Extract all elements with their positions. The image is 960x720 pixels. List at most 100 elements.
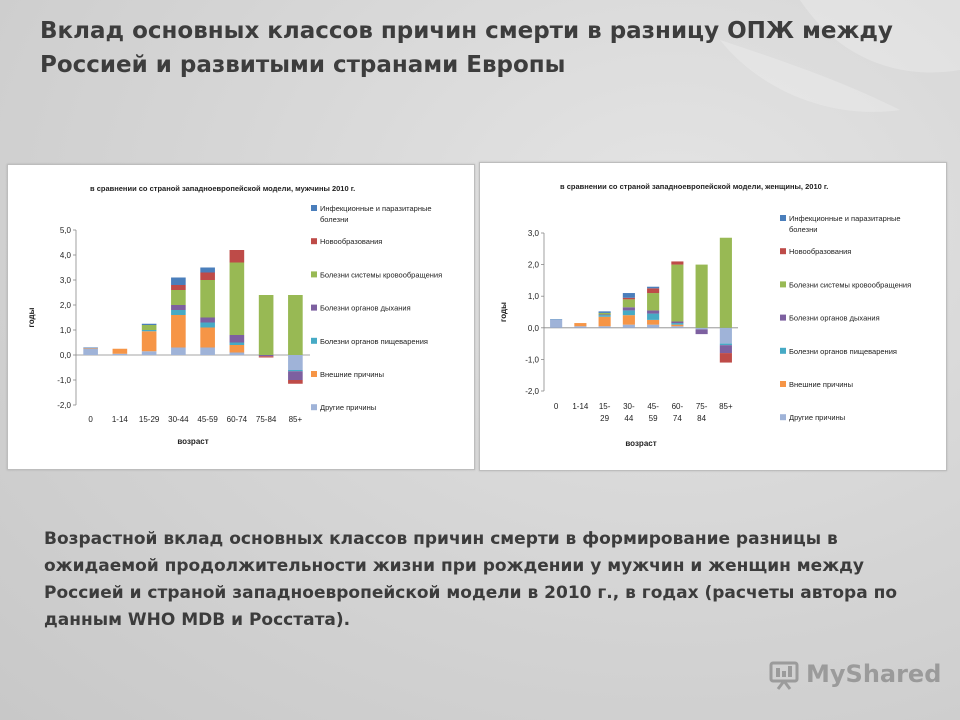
legend-swatch [311,271,317,278]
bar-segment [112,348,128,354]
legend-label-line1: Инфекционные и паразитарные [320,204,432,213]
bar-segment [171,347,186,355]
bar-segment [229,342,245,345]
legend-label: Болезни системы кровообращения [789,280,911,289]
bar-segment [647,286,660,289]
watermark: MyShared [768,656,941,692]
bar-segment [229,262,245,335]
bar-segment [288,295,303,355]
bar-segment [622,310,635,316]
bar-segment [141,323,157,325]
bar-segment [671,264,684,322]
bar-segment [141,351,157,355]
bar-segment [622,307,635,311]
slide-caption: Возрастной вклад основных классов причин… [44,529,898,630]
legend-swatch [311,404,317,411]
bar-segment [83,348,98,355]
bar-segment [200,267,215,273]
legend-swatch [780,347,786,354]
x-tick-label: 0 [88,415,93,424]
bar-segment [229,335,245,343]
x-tick-label-line2: 29 [600,414,609,423]
bar-segment [719,327,732,344]
bar-segment [671,323,684,325]
bar-segment [719,237,732,328]
legend-swatch [780,381,786,387]
legend-label: Другие причины [320,403,376,412]
bar-segment [695,327,708,330]
chart-title: в сравнении со страной западноевропейско… [560,182,828,191]
x-tick-label-line2: 74 [673,414,682,423]
bar-segment [598,311,611,313]
legend-swatch [311,205,317,211]
x-tick-label: 45-59 [197,415,218,424]
background-leaves-decoration [720,0,960,112]
y-tick-label: -2,0 [57,401,71,410]
bar-segment [671,261,684,265]
y-tick-label: 4,0 [60,251,72,260]
bar-segment [622,293,635,298]
bar-segment [288,370,303,372]
bar-segment [200,322,215,328]
legend-swatch [311,371,317,377]
x-tick-label-line2: 59 [649,414,658,423]
bar-segment [695,264,708,328]
bar-segment [647,324,660,328]
y-tick-label: -1,0 [525,355,539,364]
bar-segment [647,293,660,311]
bar-segment [647,310,660,314]
x-axis-label: возраст [625,439,656,448]
bar-segment [622,315,635,325]
bar-segment [200,280,215,318]
y-tick-label: 2,0 [60,301,72,310]
bar-segment [141,325,157,330]
x-tick-label-line1: 15- [599,402,611,411]
legend-swatch [780,314,786,321]
x-tick-label-line1: 60- [672,402,684,411]
legend-label: Болезни органов дыхания [320,304,411,313]
legend-swatch [311,304,317,311]
bar-segment [200,272,215,280]
legend-label-line2: болезни [320,215,348,224]
y-tick-label: 5,0 [60,226,72,235]
legend-label-line2: болезни [789,225,817,234]
chart-panel-men: в сравнении со страной западноевропейско… [7,164,475,470]
bar-segment [598,314,611,316]
bar-segment [171,290,186,305]
bar-segment [598,312,611,315]
bar-segment [598,315,611,317]
x-tick-label-line2: 84 [697,414,706,423]
bar-segment [574,323,587,327]
bar-segment [647,313,660,320]
legend-swatch [780,215,786,221]
chart-women: в сравнении со страной западноевропейско… [499,182,911,448]
bar-segment [288,371,303,380]
legend-swatch [311,238,317,245]
legend-swatch [780,281,786,288]
x-axis-label: возраст [177,437,208,446]
bar-segment [258,356,274,358]
bar-segment [719,343,732,346]
legend-label: Болезни органов дыхания [789,314,880,323]
x-tick-label-line2: 44 [624,414,633,423]
bar-segment [647,288,660,294]
legend-label: Другие причины [789,413,845,422]
legend-label: Болезни органов пищеварения [789,347,897,356]
bar-segment [171,285,186,290]
bar-segment [671,326,684,328]
chart-panel-women: в сравнении со страной западноевропейско… [479,162,947,471]
bar-segment [258,355,274,357]
legend-label-line1: Инфекционные и паразитарные [789,214,901,223]
bar-segment [83,348,98,349]
bar-segment [83,347,98,349]
legend-label: Внешние причины [789,380,853,389]
legend-swatch [780,248,786,255]
chart-men: в сравнении со страной западноевропейско… [27,184,442,446]
bar-segment [622,324,635,328]
bar-segment [598,326,611,328]
bar-segment [288,355,303,370]
bar-segment [229,250,245,263]
x-tick-label: 0 [554,402,559,411]
bar-segment [574,326,587,328]
y-tick-label: -1,0 [57,376,71,385]
